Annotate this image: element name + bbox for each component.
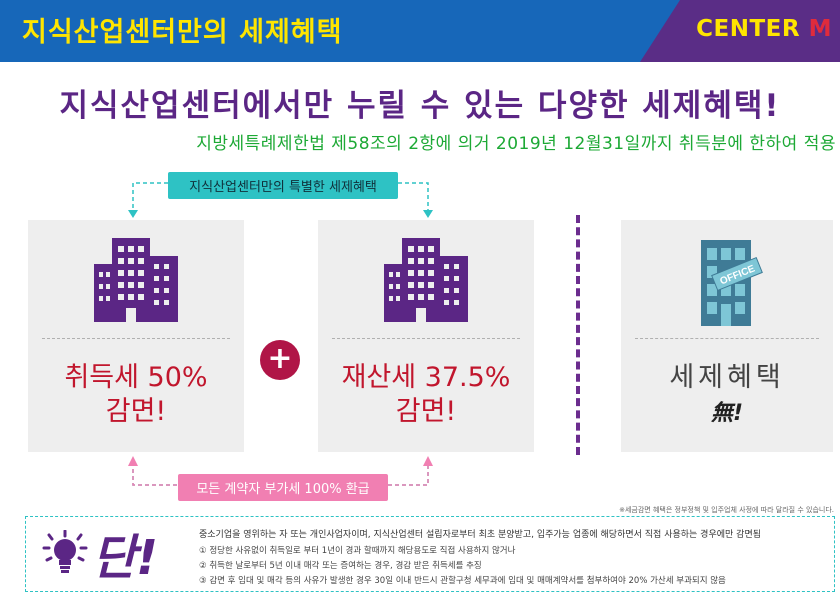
none-label: 無! [710, 401, 744, 426]
brand-prefix: CENTER [696, 16, 809, 42]
vertical-divider [576, 215, 580, 455]
header-bar: 지식산업센터만의 세제혜택 CENTER M [0, 0, 840, 62]
plus-icon: + [260, 340, 300, 380]
tax-benefit-label: 세제혜택 [669, 362, 785, 393]
building-icon [90, 234, 182, 330]
card-divider [332, 338, 520, 339]
conditions-box [25, 516, 835, 592]
disclaimer-note: ※세금감면 혜택은 정부정책 및 입주업체 사정에 따라 달라질 수 있습니다. [619, 506, 834, 514]
building-icon [380, 234, 472, 330]
lightbulb-icon [38, 529, 92, 580]
headline: 지식산업센터에서만 누릴 수 있는 다양한 세제혜택! [59, 88, 781, 124]
office-building-icon: OFFICE [687, 234, 767, 338]
special-benefit-tag: 지식산업센터만의 특별한 세제혜택 [168, 172, 398, 199]
brand-logo: CENTER M [696, 16, 832, 42]
acquisition-tax-reduction: 감면! [105, 396, 167, 427]
condition-lead: 중소기업을 영위하는 자 또는 개인사업자이며, 지식산업센터 설립자로부터 최… [199, 530, 761, 540]
vat-refund-tag: 모든 계약자 부가세 100% 환급 [178, 474, 388, 501]
property-tax-card: 재산세 37.5% 감면! [318, 220, 534, 452]
brand-suffix: M [808, 16, 832, 42]
condition-item: ① 정당한 사유없이 취득일로 부터 1년이 경과 할때까지 해당용도로 직접 … [199, 546, 516, 556]
other-benefit-card: OFFICE 세제혜택 無! [621, 220, 833, 452]
card-divider [42, 338, 230, 339]
conditions-text: 중소기업을 영위하는 자 또는 개인사업자이며, 지식산업센터 설립자로부터 최… [199, 528, 761, 589]
condition-heading: 단! [92, 530, 159, 586]
property-tax-reduction: 감면! [395, 396, 457, 427]
legal-basis-text: 지방세특례제한법 제58조의 2항에 의거 2019년 12월31일까지 취득분… [196, 134, 836, 154]
property-tax-value: 재산세 37.5% [341, 362, 511, 393]
header-title: 지식산업센터만의 세제혜택 [22, 17, 343, 48]
condition-item: ③ 감면 후 임대 및 매각 등의 사유가 발생한 경우 30일 이내 반드시 … [199, 576, 726, 586]
condition-item: ② 취득한 날로부터 5년 이내 매각 또는 증여하는 경우, 경감 받은 취득… [199, 561, 482, 571]
acquisition-tax-card: 취득세 50% 감면! [28, 220, 244, 452]
card-divider [635, 338, 819, 339]
acquisition-tax-value: 취득세 50% [64, 362, 208, 393]
